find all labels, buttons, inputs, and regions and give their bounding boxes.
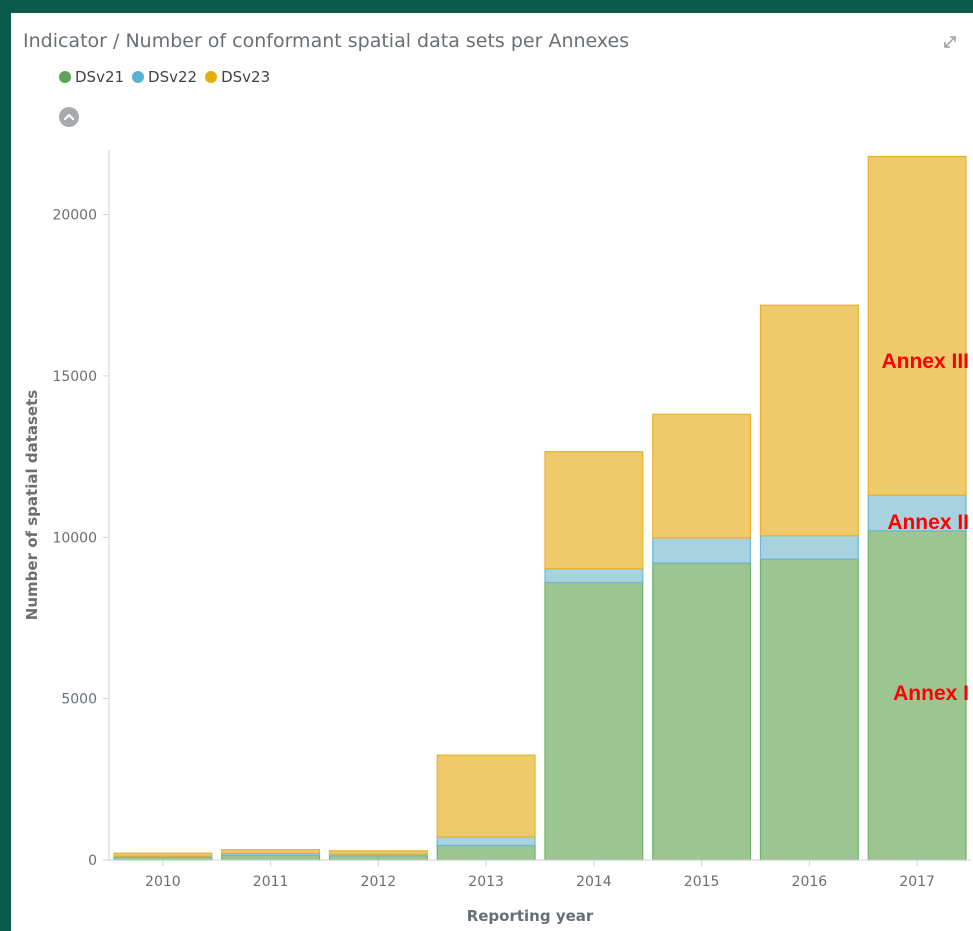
- y-tick-label: 5000: [61, 692, 97, 708]
- bar-dsv21-2016[interactable]: [759, 558, 859, 861]
- x-tick-label: 2011: [253, 874, 289, 890]
- bar-dsv22-2017[interactable]: [867, 494, 967, 532]
- bar-dsv22-2015[interactable]: [652, 537, 752, 564]
- legend-collapse-button[interactable]: [59, 107, 79, 127]
- y-tick-label: 20000: [52, 208, 97, 224]
- legend-label: DSv23: [221, 68, 271, 86]
- legend-item-dsv21[interactable]: DSv21: [59, 68, 124, 86]
- x-tick-label: 2017: [899, 874, 935, 890]
- bar-dsv21-2014[interactable]: [544, 581, 644, 861]
- x-tick-label: 2015: [684, 874, 720, 890]
- x-tick-label: 2016: [792, 874, 828, 890]
- x-tick-label: 2012: [361, 874, 397, 890]
- legend-label: DSv22: [148, 68, 198, 86]
- bars-layer: [113, 155, 967, 861]
- x-tick-label: 2014: [576, 874, 612, 890]
- legend-dot-icon: [205, 71, 218, 83]
- annotation-label: Annex II: [887, 511, 969, 534]
- y-axis-title: Number of spatial datasets: [23, 390, 41, 620]
- bar-dsv22-2016[interactable]: [759, 535, 859, 560]
- bar-dsv23-2015[interactable]: [652, 413, 752, 539]
- annotation-label: Annex I: [893, 682, 969, 705]
- legend-label: DSv21: [75, 68, 125, 86]
- y-tick-label: 15000: [52, 369, 97, 385]
- annotation-label: Annex III: [881, 350, 969, 373]
- bar-dsv21-2013[interactable]: [436, 844, 536, 861]
- axes-layer: 0 5000 10000 15000 20000 2010 2011 2012 2013 2014…: [23, 150, 971, 925]
- x-tick-label: 2013: [468, 874, 504, 890]
- y-tick-label: 0: [88, 853, 97, 869]
- y-tick-label: 10000: [52, 530, 97, 546]
- bar-dsv23-2016[interactable]: [759, 304, 859, 537]
- bar-dsv21-2017[interactable]: [867, 530, 967, 861]
- expand-icon[interactable]: [941, 33, 959, 51]
- bar-dsv21-2012[interactable]: [328, 855, 428, 861]
- bar-dsv23-2014[interactable]: [544, 451, 644, 570]
- legend-dot-icon: [59, 71, 71, 83]
- bar-dsv22-2014[interactable]: [544, 567, 644, 584]
- x-axis-title: Reporting year: [467, 907, 594, 925]
- bar-dsv21-2015[interactable]: [652, 562, 752, 861]
- bar-dsv23-2011[interactable]: [221, 849, 321, 854]
- bar-dsv22-2013[interactable]: [436, 836, 536, 847]
- chevron-up-icon: [63, 113, 75, 121]
- bar-dsv23-2013[interactable]: [436, 754, 536, 838]
- bar-dsv23-2010[interactable]: [113, 852, 213, 857]
- legend-dot-icon: [132, 71, 145, 83]
- x-tick-label: 2010: [145, 874, 181, 890]
- legend-item-dsv22[interactable]: DSv22: [132, 68, 197, 86]
- bar-dsv23-2012[interactable]: [328, 850, 428, 855]
- bar-dsv23-2017[interactable]: [867, 155, 967, 496]
- panel-title: Indicator / Number of conformant spatial…: [23, 30, 630, 52]
- legend-item-dsv23[interactable]: DSv23: [205, 68, 270, 86]
- annotation-layer: Annex III Annex II Annex I: [881, 350, 969, 705]
- bar-dsv21-2011[interactable]: [221, 854, 321, 861]
- chart-legend: DSv21 DSv22 DSv23: [59, 68, 270, 86]
